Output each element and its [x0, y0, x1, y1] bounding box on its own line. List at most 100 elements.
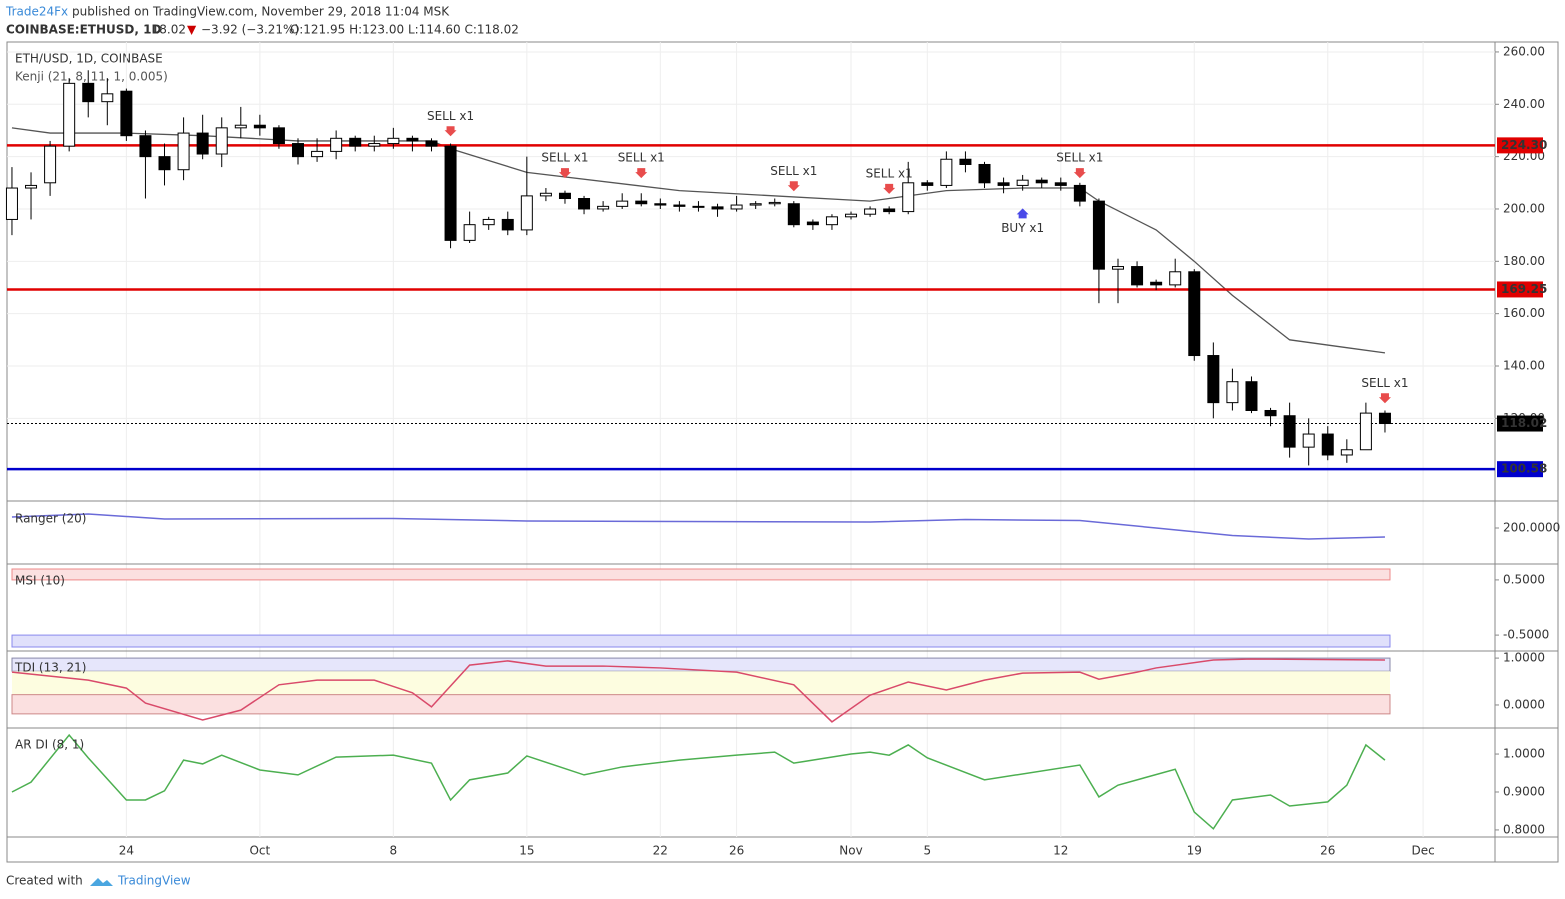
- candle-body: [501, 218, 514, 231]
- candle-body: [711, 206, 724, 210]
- candle-body: [406, 137, 419, 142]
- signal-arrow: [635, 168, 648, 179]
- candle-body: [158, 156, 171, 171]
- x-tick-label: 22: [653, 844, 668, 858]
- x-tick-label: 8: [390, 844, 398, 858]
- candle-body: [997, 182, 1010, 186]
- author[interactable]: Trade24Fx: [5, 5, 68, 19]
- signal-label: SELL x1: [541, 151, 588, 165]
- signal-arrow: [444, 126, 457, 137]
- candle-body: [25, 184, 38, 189]
- candle-body: [616, 200, 629, 207]
- candle-body: [597, 205, 610, 210]
- x-tick-label: 26: [729, 844, 744, 858]
- frame: [6, 41, 1559, 863]
- candle-body: [196, 132, 209, 155]
- candle-body: [234, 124, 247, 129]
- y-tick-label: 0.5000: [1503, 572, 1545, 586]
- candle-body: [425, 140, 438, 147]
- candle-body: [558, 192, 571, 200]
- candle-body: [368, 143, 381, 147]
- candle-body: [1207, 355, 1220, 404]
- candle-body: [539, 192, 552, 197]
- candle-body: [1283, 415, 1296, 448]
- candle-body: [463, 224, 476, 241]
- candle-body: [1169, 271, 1182, 286]
- signal-arrow: [558, 168, 571, 179]
- pane-title: Ranger (20): [15, 512, 86, 526]
- candle-body: [1378, 412, 1391, 425]
- candle-body: [311, 150, 324, 158]
- level-label: 224.30: [1501, 138, 1547, 152]
- y-tick-label: 200.0000: [1503, 521, 1560, 535]
- candle-body: [5, 187, 18, 220]
- x-tick-label: Oct: [249, 844, 270, 858]
- signal-label: SELL x1: [427, 109, 474, 123]
- candle-body: [101, 93, 114, 103]
- y-tick-label: -0.5000: [1503, 628, 1549, 642]
- candle-body: [940, 158, 953, 186]
- candle-body: [1092, 200, 1105, 270]
- candle-body: [978, 163, 991, 184]
- indicator-line: [11, 513, 1385, 540]
- indicator-line: [11, 658, 1385, 723]
- pane-title: AR DI (8, 1): [15, 738, 84, 752]
- candle-body: [139, 135, 152, 158]
- x-tick-label: Nov: [839, 844, 862, 858]
- candle-body: [253, 124, 266, 129]
- candle-body: [292, 143, 305, 158]
- footer-brand[interactable]: TradingView: [117, 874, 191, 888]
- candle-body: [120, 90, 133, 137]
- candle-body: [387, 137, 400, 145]
- signal-label: SELL x1: [618, 151, 665, 165]
- candle-body: [730, 204, 743, 210]
- signal-arrow: [883, 183, 896, 194]
- candle-body: [864, 208, 877, 215]
- x-tick-label: 5: [923, 844, 931, 858]
- ohlc: O:121.95 H:123.00 L:114.60 C:118.02: [290, 23, 519, 37]
- y-tick-label: 0.9000: [1503, 784, 1545, 798]
- level-tag: [1497, 415, 1543, 432]
- level-tag: [1497, 281, 1543, 298]
- signal-label: SELL x1: [1056, 151, 1103, 165]
- level-tag: [1497, 461, 1543, 478]
- candle-body: [1226, 381, 1239, 404]
- candle-body: [1150, 281, 1163, 286]
- pane-title: ETH/USD, 1D, COINBASE: [15, 52, 163, 66]
- candle-body: [482, 218, 495, 226]
- band: [11, 634, 1391, 648]
- candle-body: [1054, 182, 1067, 186]
- x-tick-label: 12: [1053, 844, 1068, 858]
- symbol: COINBASE:ETHUSD, 1D: [6, 23, 161, 37]
- signal-label: BUY x1: [1001, 221, 1044, 235]
- level-tag: [1497, 137, 1543, 154]
- x-tick-label: 24: [119, 844, 134, 858]
- last-price: 118.02: [144, 23, 186, 37]
- y-tick-label: 180.00: [1503, 254, 1545, 268]
- candle-body: [787, 203, 800, 226]
- band: [12, 671, 1390, 695]
- candle-body: [825, 216, 838, 226]
- candle-body: [921, 182, 934, 186]
- candle-body: [1111, 266, 1124, 270]
- candle-body: [883, 208, 896, 213]
- level-label: 118.02: [1501, 416, 1547, 430]
- candle-body: [692, 205, 705, 208]
- y-tick-label: 0.0000: [1503, 697, 1545, 711]
- candle-body: [349, 137, 362, 147]
- candle-body: [845, 213, 858, 218]
- change-arrow: ▼: [187, 23, 197, 37]
- candle-body: [1188, 271, 1201, 357]
- candle-body: [1245, 381, 1258, 411]
- pane-title: MSI (10): [15, 574, 65, 588]
- candle-body: [806, 221, 819, 226]
- candle-body: [768, 201, 781, 205]
- pane-title: TDI (13, 21): [14, 661, 86, 675]
- signal-arrow: [1073, 168, 1086, 179]
- candle-body: [177, 132, 190, 171]
- x-tick-label: 19: [1187, 844, 1202, 858]
- candle-body: [654, 203, 667, 206]
- signal-arrow: [787, 181, 800, 192]
- candle-body: [444, 145, 457, 241]
